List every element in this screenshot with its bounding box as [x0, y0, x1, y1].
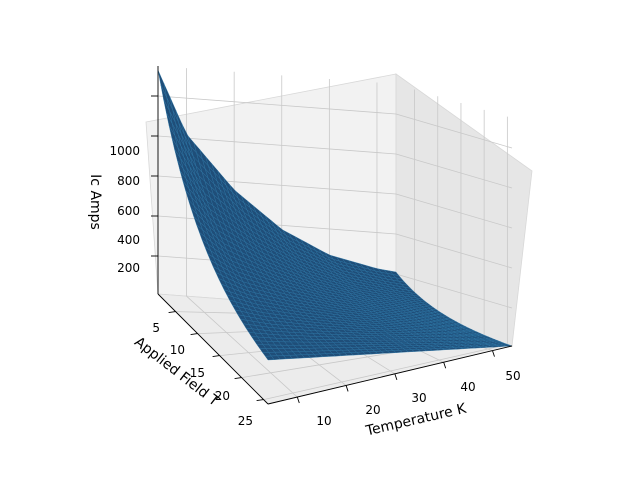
y-tick-label: 10 — [170, 343, 185, 357]
grid-line — [157, 95, 397, 115]
x-tick-mark — [443, 362, 447, 369]
y-tick-mark — [234, 377, 242, 380]
grid-line — [157, 135, 397, 155]
z-tick-label: 1000 — [109, 144, 140, 158]
y-tick-label: 15 — [190, 366, 205, 380]
grid-line — [186, 295, 298, 398]
x-tick-label: 10 — [316, 414, 331, 428]
x-tick-mark — [345, 385, 349, 392]
z-tick-labels: 200 400 600 800 1000 — [109, 144, 140, 275]
y-tick-label: 5 — [152, 321, 160, 335]
axes-lines — [151, 66, 513, 405]
z-tick-label: 400 — [117, 233, 140, 247]
z-tick-label: 600 — [117, 204, 140, 218]
y-tick-mark — [212, 355, 220, 358]
x-tick-label: 40 — [460, 380, 475, 394]
y-tick-mark — [256, 399, 264, 402]
y-tick-mark — [190, 333, 198, 336]
grid-line — [395, 233, 513, 269]
y-tick-labels: 5 10 15 20 25 — [152, 321, 253, 428]
y-axis-line — [157, 293, 269, 405]
x-tick-mark — [296, 396, 300, 404]
grid-line — [395, 153, 513, 189]
grid-line — [395, 193, 513, 229]
z-axis-label: Ic Amps — [87, 174, 103, 230]
x-tick-label: 50 — [505, 369, 520, 383]
x-tick-label: 20 — [365, 403, 380, 417]
z-tick-label: 200 — [117, 261, 140, 275]
y-tick-label: 20 — [215, 389, 230, 403]
grid-line — [263, 344, 508, 400]
surface-mesh — [157, 69, 513, 361]
surface-patch — [264, 355, 275, 361]
x-tick-mark — [394, 373, 398, 380]
z-tick-label: 800 — [117, 174, 140, 188]
x-tick-mark — [492, 350, 495, 357]
y-tick-mark — [168, 311, 176, 314]
grid-line — [395, 113, 513, 149]
y-tick-label: 25 — [238, 414, 253, 428]
x-tick-label: 30 — [411, 391, 426, 405]
x-axis-line — [267, 345, 513, 405]
grid-line — [395, 273, 513, 309]
x-tick-labels: 10 20 30 40 50 — [316, 369, 520, 428]
